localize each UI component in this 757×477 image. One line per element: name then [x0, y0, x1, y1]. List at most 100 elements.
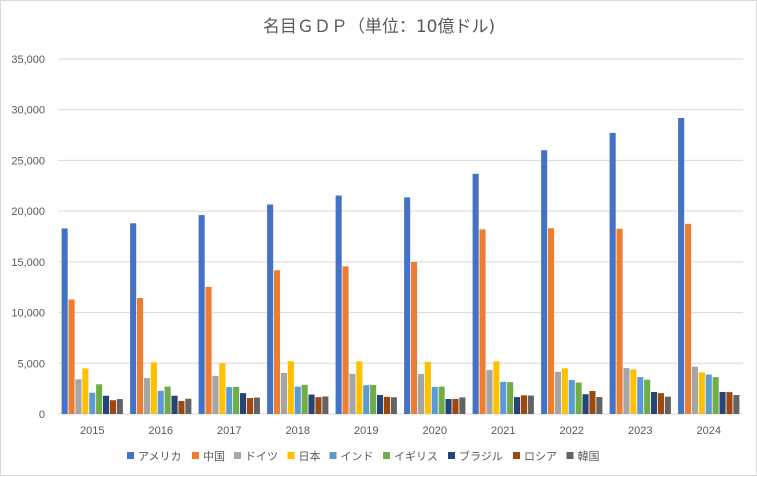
bar-2021-アメリカ [472, 173, 479, 414]
y-tick-label: 10,000 [11, 308, 45, 320]
bar-2020-ブラジル [445, 398, 452, 414]
bar-2023-中国 [616, 228, 623, 414]
y-tick-label: 30,000 [11, 105, 45, 117]
bar-2024-中国 [685, 223, 692, 414]
bar-2022-イギリス [575, 382, 582, 414]
bar-2017-イギリス [233, 386, 240, 414]
y-tick-label: 35,000 [11, 54, 45, 66]
bar-2021-ドイツ [486, 369, 493, 414]
bar-2020-イギリス [438, 386, 445, 414]
bar-2024-インド [705, 374, 712, 414]
bar-2015-中国 [68, 299, 75, 414]
bar-2019-韓国 [390, 397, 397, 414]
legend-swatch-日本 [287, 452, 295, 459]
bar-2019-ドイツ [349, 373, 356, 414]
bar-2018-ブラジル [308, 394, 315, 414]
bar-2021-ロシア [520, 395, 527, 414]
legend-swatch-ロシア [513, 452, 520, 459]
bar-2022-インド [568, 380, 575, 414]
bar-2021-韓国 [527, 395, 534, 414]
bar-2019-日本 [356, 361, 363, 414]
bar-2024-日本 [698, 372, 705, 414]
bar-2017-アメリカ [198, 215, 205, 414]
legend-swatch-インド [329, 452, 337, 459]
bar-2020-中国 [411, 261, 418, 414]
bar-2015-韓国 [116, 399, 123, 414]
bar-2021-中国 [479, 229, 486, 414]
bar-2017-ブラジル [240, 393, 247, 414]
bar-2022-ブラジル [582, 394, 589, 414]
x-tick-label: 2022 [560, 425, 584, 437]
legend-label: アメリカ [138, 450, 181, 463]
bar-2018-韓国 [322, 396, 329, 414]
bar-2023-ブラジル [651, 391, 658, 414]
legend-label: イギリス [394, 450, 438, 463]
x-tick-label: 2016 [149, 425, 173, 437]
legend-label: ドイツ [245, 450, 278, 463]
bar-2024-ブラジル [719, 391, 726, 414]
bar-2019-インド [363, 385, 370, 414]
bar-2017-ドイツ [212, 375, 219, 414]
x-tick-label: 2017 [217, 425, 241, 437]
bar-2019-ブラジル [377, 395, 384, 414]
bar-2019-アメリカ [335, 195, 342, 414]
bar-2021-日本 [493, 361, 500, 414]
legend-label: ブラジル [459, 449, 503, 463]
legend-label: 日本 [299, 449, 321, 463]
bar-2023-インド [637, 377, 644, 414]
y-tick-label: 15,000 [11, 257, 45, 269]
y-tick-label: 25,000 [11, 155, 45, 167]
chart-title: 名目ＧＤＰ（単位：10億ドル) [263, 17, 495, 37]
legend-label: 韓国 [578, 450, 600, 463]
bar-2022-ロシア [589, 390, 596, 414]
bar-2022-日本 [561, 368, 568, 414]
bar-2018-中国 [274, 270, 281, 414]
bar-2019-ロシア [383, 396, 390, 414]
legend-swatch-ドイツ [234, 452, 241, 459]
bar-2018-日本 [287, 361, 294, 414]
bar-2017-日本 [219, 363, 226, 414]
bar-2024-韓国 [733, 395, 740, 414]
x-tick-label: 2023 [628, 425, 652, 437]
bar-2015-アメリカ [61, 228, 68, 414]
bar-2018-ドイツ [280, 372, 287, 414]
x-tick-label: 2018 [286, 425, 310, 437]
legend-label: ロシア [524, 450, 557, 463]
bar-2015-ドイツ [75, 379, 82, 414]
bar-2023-ロシア [657, 393, 664, 414]
bar-2018-ロシア [315, 397, 322, 414]
bar-2021-イギリス [507, 382, 514, 414]
bar-2020-日本 [424, 361, 431, 414]
bar-2024-ドイツ [691, 366, 698, 414]
bar-2023-日本 [630, 369, 637, 414]
legend-swatch-ブラジル [448, 452, 455, 459]
legend-swatch-韓国 [566, 452, 574, 459]
bar-2020-インド [431, 386, 438, 414]
bar-2023-イギリス [644, 379, 651, 414]
x-tick-label: 2015 [80, 425, 104, 437]
bar-2016-ロシア [178, 401, 185, 414]
bar-2020-ロシア [452, 398, 459, 414]
x-tick-label: 2020 [423, 425, 447, 437]
bar-2015-インド [89, 392, 96, 414]
bar-2022-ドイツ [554, 371, 561, 414]
bar-2022-アメリカ [541, 150, 548, 414]
bar-2016-イギリス [164, 386, 171, 414]
legend-label: インド [341, 450, 374, 463]
bar-2015-イギリス [96, 384, 103, 414]
legend-swatch-イギリス [383, 452, 390, 459]
bar-2017-韓国 [253, 397, 260, 414]
bar-2021-インド [500, 381, 507, 414]
bar-2023-ドイツ [623, 368, 630, 414]
legend-swatch-中国 [192, 452, 199, 459]
bar-2016-韓国 [185, 398, 192, 414]
bar-2016-ドイツ [143, 378, 150, 414]
bar-2016-中国 [137, 297, 144, 414]
bar-2018-アメリカ [267, 204, 274, 414]
y-tick-label: 5,000 [17, 358, 45, 370]
bar-2018-インド [294, 386, 301, 414]
bar-2016-アメリカ [130, 223, 137, 414]
legend-label: 中国 [203, 450, 225, 463]
